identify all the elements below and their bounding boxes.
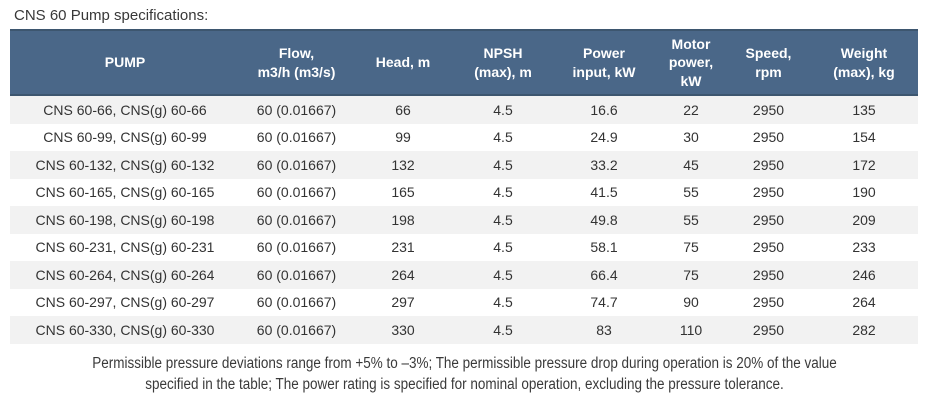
cell-npsh: 4.5	[453, 206, 553, 234]
table-row: CNS 60-330, CNS(g) 60-330 60 (0.01667) 3…	[10, 316, 918, 344]
cell-motor-power: 75	[655, 233, 727, 261]
cell-pump: CNS 60-99, CNS(g) 60-99	[10, 123, 240, 151]
cell-motor-power: 75	[655, 261, 727, 289]
cell-flow: 60 (0.01667)	[240, 123, 353, 151]
cell-flow: 60 (0.01667)	[240, 288, 353, 316]
cell-motor-power: 22	[655, 95, 727, 124]
cell-speed: 2950	[727, 233, 810, 261]
cell-head: 132	[353, 151, 453, 179]
cell-power-input: 49.8	[553, 206, 655, 234]
cell-pump: CNS 60-165, CNS(g) 60-165	[10, 178, 240, 206]
header-npsh: NPSH (max), m	[453, 29, 553, 96]
cell-weight: 209	[810, 206, 918, 234]
cell-head: 297	[353, 288, 453, 316]
cell-motor-power: 55	[655, 178, 727, 206]
table-row: CNS 60-99, CNS(g) 60-99 60 (0.01667) 99 …	[10, 123, 918, 151]
cell-power-input: 33.2	[553, 151, 655, 179]
cell-power-input: 16.6	[553, 95, 655, 124]
cell-motor-power: 30	[655, 123, 727, 151]
cell-npsh: 4.5	[453, 151, 553, 179]
cell-weight: 172	[810, 151, 918, 179]
cell-speed: 2950	[727, 178, 810, 206]
footer-note-line1: Permissible pressure deviations range fr…	[92, 354, 837, 372]
header-speed: Speed, rpm	[727, 29, 810, 96]
cell-head: 99	[353, 123, 453, 151]
cell-weight: 154	[810, 123, 918, 151]
cell-weight: 190	[810, 178, 918, 206]
cell-speed: 2950	[727, 151, 810, 179]
header-pump: PUMP	[10, 29, 240, 96]
cell-npsh: 4.5	[453, 288, 553, 316]
cell-head: 198	[353, 206, 453, 234]
cell-pump: CNS 60-264, CNS(g) 60-264	[10, 261, 240, 289]
page-title: CNS 60 Pump specifications:	[14, 7, 209, 24]
table-header-row: PUMP Flow, m3/h (m3/s) Head, m NPSH (max…	[10, 29, 918, 96]
table-row: CNS 60-66, CNS(g) 60-66 60 (0.01667) 66 …	[10, 95, 918, 124]
cell-speed: 2950	[727, 288, 810, 316]
cell-speed: 2950	[727, 95, 810, 124]
cell-flow: 60 (0.01667)	[240, 151, 353, 179]
cell-speed: 2950	[727, 316, 810, 344]
cell-pump: CNS 60-198, CNS(g) 60-198	[10, 206, 240, 234]
cell-flow: 60 (0.01667)	[240, 206, 353, 234]
cell-pump: CNS 60-330, CNS(g) 60-330	[10, 316, 240, 344]
cell-motor-power: 45	[655, 151, 727, 179]
cell-weight: 264	[810, 288, 918, 316]
cell-power-input: 74.7	[553, 288, 655, 316]
table-row: CNS 60-297, CNS(g) 60-297 60 (0.01667) 2…	[10, 288, 918, 316]
table-row: CNS 60-165, CNS(g) 60-165 60 (0.01667) 1…	[10, 178, 918, 206]
cell-pump: CNS 60-297, CNS(g) 60-297	[10, 288, 240, 316]
cell-weight: 246	[810, 261, 918, 289]
cell-head: 330	[353, 316, 453, 344]
cell-npsh: 4.5	[453, 261, 553, 289]
cell-head: 231	[353, 233, 453, 261]
cell-flow: 60 (0.01667)	[240, 233, 353, 261]
cell-npsh: 4.5	[453, 233, 553, 261]
cell-flow: 60 (0.01667)	[240, 261, 353, 289]
cell-head: 165	[353, 178, 453, 206]
cell-power-input: 66.4	[553, 261, 655, 289]
cell-npsh: 4.5	[453, 178, 553, 206]
pump-spec-table: PUMP Flow, m3/h (m3/s) Head, m NPSH (max…	[10, 29, 918, 344]
cell-power-input: 58.1	[553, 233, 655, 261]
cell-pump: CNS 60-231, CNS(g) 60-231	[10, 233, 240, 261]
cell-pump: CNS 60-132, CNS(g) 60-132	[10, 151, 240, 179]
table-row: CNS 60-132, CNS(g) 60-132 60 (0.01667) 1…	[10, 151, 918, 179]
cell-power-input: 83	[553, 316, 655, 344]
cell-weight: 135	[810, 95, 918, 124]
header-weight: Weight (max), kg	[810, 29, 918, 96]
cell-head: 264	[353, 261, 453, 289]
cell-speed: 2950	[727, 123, 810, 151]
cell-flow: 60 (0.01667)	[240, 178, 353, 206]
cell-speed: 2950	[727, 261, 810, 289]
cell-flow: 60 (0.01667)	[240, 95, 353, 124]
cell-npsh: 4.5	[453, 123, 553, 151]
header-power-input: Power input, kW	[553, 29, 655, 96]
table-row: CNS 60-231, CNS(g) 60-231 60 (0.01667) 2…	[10, 233, 918, 261]
cell-speed: 2950	[727, 206, 810, 234]
header-head: Head, m	[353, 29, 453, 96]
cell-flow: 60 (0.01667)	[240, 316, 353, 344]
cell-motor-power: 90	[655, 288, 727, 316]
table-row: CNS 60-264, CNS(g) 60-264 60 (0.01667) 2…	[10, 261, 918, 289]
cell-pump: CNS 60-66, CNS(g) 60-66	[10, 95, 240, 124]
footer-note: Permissible pressure deviations range fr…	[0, 353, 929, 395]
header-flow: Flow, m3/h (m3/s)	[240, 29, 353, 96]
cell-head: 66	[353, 95, 453, 124]
cell-motor-power: 110	[655, 316, 727, 344]
header-motor-power: Motor power, kW	[655, 29, 727, 96]
cell-npsh: 4.5	[453, 95, 553, 124]
table-row: CNS 60-198, CNS(g) 60-198 60 (0.01667) 1…	[10, 206, 918, 234]
footer-note-line2: specified in the table; The power rating…	[145, 375, 784, 393]
cell-weight: 233	[810, 233, 918, 261]
cell-motor-power: 55	[655, 206, 727, 234]
cell-weight: 282	[810, 316, 918, 344]
cell-power-input: 24.9	[553, 123, 655, 151]
cell-npsh: 4.5	[453, 316, 553, 344]
cell-power-input: 41.5	[553, 178, 655, 206]
